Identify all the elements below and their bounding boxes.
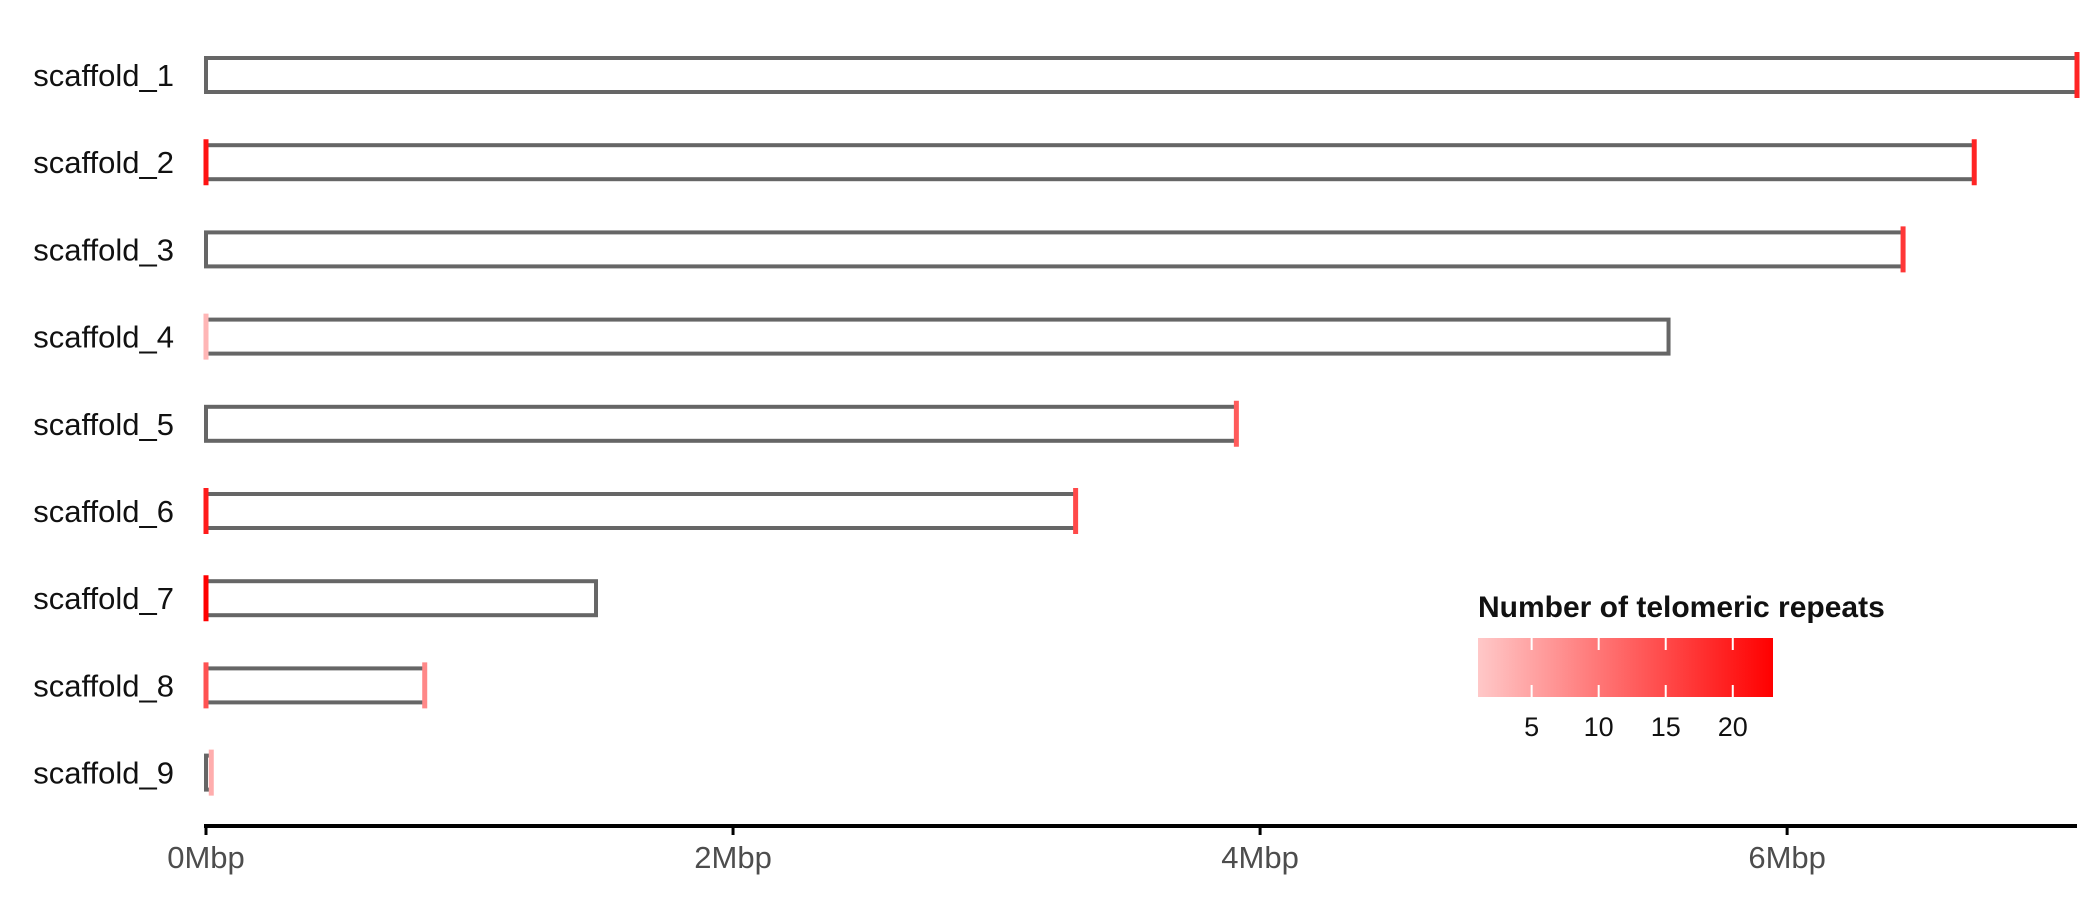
x-tick-label: 2Mbp <box>694 840 772 875</box>
legend-tick-label: 5 <box>1524 712 1539 742</box>
y-tick-label-scaffold_9: scaffold_9 <box>33 756 174 791</box>
x-tick-label: 4Mbp <box>1221 840 1299 875</box>
scaffold-bar-scaffold_2 <box>204 143 1977 182</box>
y-tick-label-scaffold_6: scaffold_6 <box>33 494 174 529</box>
scaffold-bar-scaffold_1 <box>204 56 2079 94</box>
y-tick-label-scaffold_8: scaffold_8 <box>33 668 174 703</box>
scaffold-bar-scaffold_3 <box>204 230 1906 269</box>
y-axis-labels: scaffold_1 scaffold_2 scaffold_3 scaffold_4… <box>33 58 174 791</box>
x-axis: 0Mbp 2Mbp 4Mbp 6Mbp <box>167 824 2077 875</box>
scaffold-bar-scaffold_7 <box>204 579 599 618</box>
x-tick-label: 0Mbp <box>167 840 245 875</box>
scaffold-bar-scaffold_4 <box>204 317 1671 356</box>
y-tick-label-scaffold_5: scaffold_5 <box>33 407 174 442</box>
legend-title: Number of telomeric repeats <box>1478 591 1885 624</box>
y-tick-label-scaffold_2: scaffold_2 <box>33 145 174 180</box>
scaffold-bar-scaffold_8 <box>204 666 427 705</box>
scaffold-bar-scaffold_6 <box>204 492 1078 530</box>
y-tick-label-scaffold_7: scaffold_7 <box>33 581 174 616</box>
legend-tick-label: 20 <box>1718 712 1748 742</box>
scaffold-bars <box>203 52 2080 796</box>
y-tick-label-scaffold_3: scaffold_3 <box>33 232 174 267</box>
y-tick-label-scaffold_1: scaffold_1 <box>33 58 174 93</box>
legend-tick-label: 10 <box>1584 712 1614 742</box>
legend: Number of telomeric repeats 5 10 15 20 <box>1478 591 1885 742</box>
legend-tick-label: 15 <box>1651 712 1681 742</box>
y-tick-label-scaffold_4: scaffold_4 <box>33 320 174 355</box>
x-tick-label: 6Mbp <box>1748 840 1826 875</box>
scaffold-bar-scaffold_5 <box>204 404 1239 443</box>
legend-colorbar <box>1478 638 1773 697</box>
